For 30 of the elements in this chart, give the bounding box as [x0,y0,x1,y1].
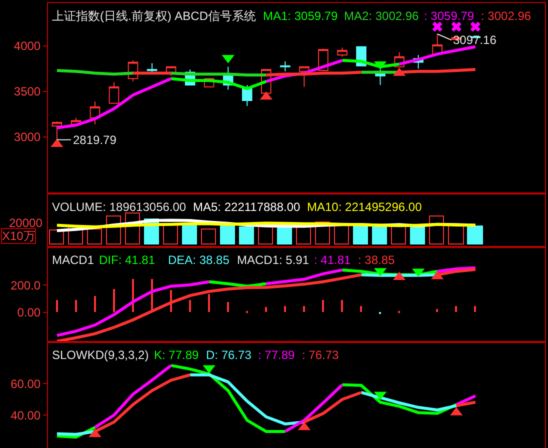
series-label: : 38.85 [358,253,396,267]
text: : 3002.96 [481,9,532,23]
annotation: 3097.16 [453,33,497,47]
text: DEA: 38.85 [168,253,230,267]
text: SLOWKD(9,3,3,2) [52,348,149,362]
y-tick-label: 200.0 [10,278,41,292]
series-label: D: 76.73 [206,348,252,362]
series-label: K: 77.89 [154,348,200,362]
text: : 77.89 [258,348,296,362]
y-tick-label: 0.00 [17,306,41,320]
y-tick-label: 60.00 [10,376,41,391]
text: 20000 [9,216,43,230]
text: MA2: 3002.96 [344,9,420,23]
annotation: MACD1: 5.91 [237,253,310,267]
series-label: MA5: 222117888.00 [193,200,301,214]
series-label: : 41.81 [314,253,352,267]
text: : 76.73 [302,348,340,362]
series-label: MA10: 221495296.00 [307,200,422,214]
chart-title: VOLUME: 189613056.00 [52,200,186,214]
text: MA1: 3059.79 [263,9,338,23]
y-tick-label: 3500 [14,84,41,99]
text: 上证指数(日线.前复权) ABCD信号系统 [52,9,256,23]
annotation: 2819.79 [73,133,117,147]
text: MACD1 [52,253,94,267]
series-label: : 3059.79 [424,9,474,23]
y-axis-title: X10万 [2,229,36,243]
y-tick-label: 3000 [14,130,41,144]
y-tick-label: 40.00 [10,408,41,422]
text: DIF: 41.81 [99,253,156,267]
y-tick-label: 4000 [14,39,41,54]
